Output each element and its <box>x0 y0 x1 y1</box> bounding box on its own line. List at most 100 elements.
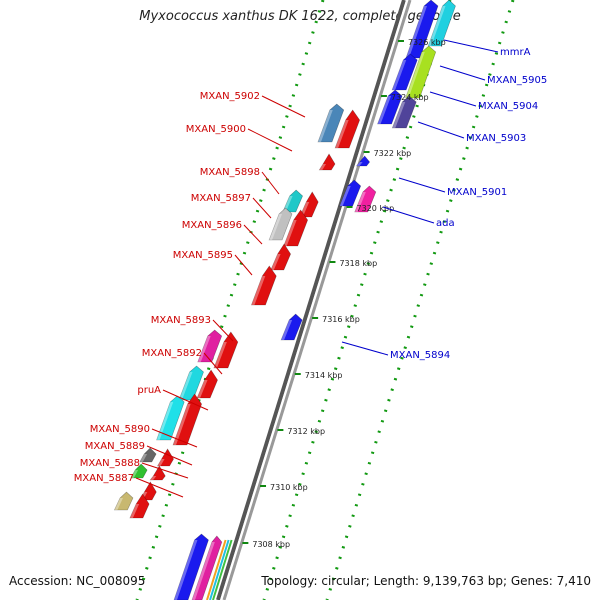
gene-box <box>150 476 157 480</box>
gene-label: MXAN_5896 <box>182 220 242 231</box>
accession-text: Accession: NC_008095 <box>9 574 146 588</box>
gene-box <box>191 535 223 600</box>
kbp-tick-label: 7320 kbp <box>357 204 395 213</box>
gene-box <box>212 539 233 600</box>
gene-box <box>282 196 293 212</box>
gene-label-leader <box>203 352 223 375</box>
gene-label: mmrA <box>500 47 531 58</box>
gene-box <box>282 189 303 213</box>
gene-label: MXAN_5904 <box>478 101 538 112</box>
gene-box <box>427 0 456 47</box>
topology-text: Topology: circular; Length: 9,139,763 bp… <box>261 574 591 588</box>
gene-box <box>281 320 293 340</box>
gene-label: MXAN_5893 <box>151 315 211 326</box>
gene-label: MXAN_5905 <box>487 75 547 86</box>
gene-box <box>268 207 293 241</box>
kbp-tick-label: 7326 kbp <box>408 38 446 47</box>
gene-box <box>392 102 406 128</box>
gene-box <box>129 493 150 519</box>
gene-labels: MXAN_5902 MXAN_5900 MXAN_5898 MXAN_5897 MXAN… <box>74 39 547 498</box>
dotted-track-line <box>135 0 325 600</box>
gene-label-leader <box>439 65 486 81</box>
gene-label-leader <box>429 91 477 107</box>
gene-box <box>130 470 139 478</box>
gene-label-leader <box>261 171 280 195</box>
gene-box <box>149 465 166 481</box>
gene-box <box>179 372 193 400</box>
kbp-tick-label: 7318 kbp <box>339 259 377 268</box>
gene-box <box>318 153 336 171</box>
gene-label-leader <box>443 39 499 53</box>
gene-box <box>270 254 281 270</box>
gene-label: MXAN_5902 <box>200 91 260 102</box>
gene-box <box>299 191 319 218</box>
gene-box <box>209 539 230 600</box>
gene-label-leader <box>382 206 435 224</box>
gene-box <box>391 53 418 91</box>
kbp-tick-label: 7310 kbp <box>270 483 308 492</box>
gene-label-leader <box>234 254 253 276</box>
gene-label-leader <box>146 445 193 466</box>
gene-label: MXAN_5887 <box>74 473 134 484</box>
gene-boxes <box>113 0 456 600</box>
gene-box <box>213 331 239 369</box>
gene-label-leader <box>417 121 465 139</box>
gene-box <box>174 540 198 600</box>
gene-label-leader <box>212 319 234 342</box>
gene-box <box>113 491 134 511</box>
gene-label: MXAN_5903 <box>466 133 526 144</box>
gene-label: MXAN_5892 <box>142 348 202 359</box>
gene-label-leader <box>162 389 209 411</box>
gene-box <box>283 220 297 246</box>
gene-box <box>317 110 333 142</box>
gene-box <box>283 209 308 247</box>
kbp-tick-label: 7322 kbp <box>374 149 412 158</box>
gene-box <box>173 404 191 445</box>
gene-label-leader <box>247 128 293 152</box>
gene-box <box>269 214 283 240</box>
map-title: Myxococcus xanthus DK 1622, complete gen… <box>139 9 461 24</box>
gene-box <box>197 380 208 398</box>
backbone-line <box>220 0 408 600</box>
gene-box <box>391 95 417 129</box>
kbp-ticks: 7326 kbp 7324 kbp 7322 kbp 7320 kbp 7318 kbp… <box>242 38 446 549</box>
gene-box <box>192 542 215 600</box>
gene-label: MXAN_5897 <box>191 193 251 204</box>
kbp-tick-label: 7308 kbp <box>252 540 290 549</box>
gene-box <box>270 243 291 271</box>
gene-box <box>355 155 371 167</box>
gene-label: pruA <box>137 385 161 396</box>
gene-box <box>317 103 345 143</box>
gene-box <box>213 342 227 368</box>
gene-label: MXAN_5888 <box>80 458 140 469</box>
gene-box <box>377 89 403 125</box>
gene-label-leader <box>151 428 198 448</box>
track-lines <box>135 0 515 600</box>
gene-box <box>156 395 185 441</box>
gene-box <box>428 6 446 46</box>
gene-box <box>392 60 407 90</box>
gene-box <box>139 447 157 463</box>
gene-label: MXAN_5890 <box>90 424 150 435</box>
gene-box <box>334 109 360 149</box>
gene-box <box>206 539 227 600</box>
gene-box <box>319 164 327 170</box>
gene-label: MXAN_5894 <box>390 350 450 361</box>
gene-box <box>139 454 148 462</box>
gene-box <box>197 336 211 362</box>
gene-box <box>251 265 277 306</box>
gene-box <box>335 120 349 148</box>
gene-label: ada <box>436 218 455 229</box>
kbp-tick-label: 7314 kbp <box>305 371 343 380</box>
gene-label: MXAN_5901 <box>447 187 507 198</box>
gene-box <box>156 402 174 440</box>
gene-label-leader <box>398 177 446 193</box>
gene-box <box>405 52 425 98</box>
kbp-tick-label: 7324 kbp <box>391 93 429 102</box>
gene-label: MXAN_5900 <box>186 124 246 135</box>
kbp-tick-label: 7312 kbp <box>287 427 325 436</box>
kbp-tick-label: 7316 kbp <box>322 315 360 324</box>
gene-box <box>406 6 427 58</box>
gene-label-leader <box>141 462 189 479</box>
